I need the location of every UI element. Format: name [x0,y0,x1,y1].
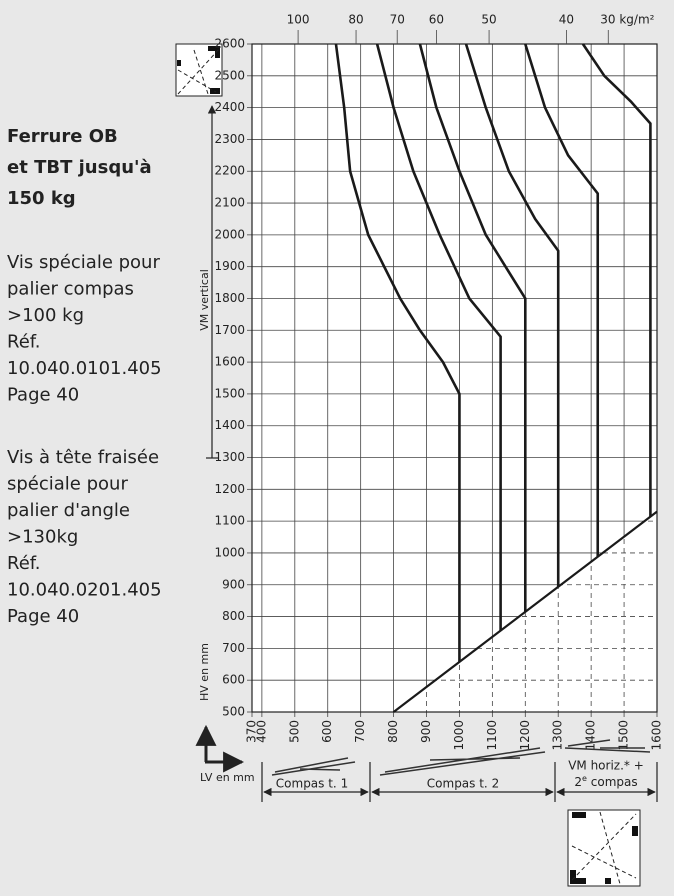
x-tick-label: 1100 [485,720,499,751]
x2-tick-label: 50 [481,13,496,27]
zone-prefix: 2 [574,775,582,789]
x2-tick-label: 30 kg/m² [600,13,654,27]
note-line: >100 kg [7,305,84,326]
note-line: Vis spéciale pour [7,252,160,273]
curve [392,510,658,713]
note-line: Page 40 [7,385,79,406]
x2-tick-label: 60 [429,13,444,27]
zone-label: 2e compas [574,774,637,789]
y-tick-label: 1800 [214,291,245,305]
y-tick-label: 1200 [214,482,245,496]
zone-brackets [261,762,658,802]
y-tick-label: 2600 [214,37,245,51]
side-text: Ferrure OB et TBT jusqu'à 150 kg Vis spécia… [7,126,162,627]
note-line: 10.040.0201.405 [7,580,162,601]
y-tick-label: 2000 [214,227,245,241]
note-line: Réf. [7,553,41,574]
x-tick-label: 800 [386,720,400,743]
y-tick-label: 1900 [214,259,245,273]
x2-tick-label: 40 [559,13,574,27]
zone-label: Compas t. 1 [276,777,348,791]
y-tick-label: 2500 [214,68,245,82]
x-axis-label: LV en mm [200,771,255,784]
x-tick-label: 1600 [650,720,664,751]
y-tick-label: 600 [222,673,245,687]
note-line: Page 40 [7,606,79,627]
y-tick-label: 1600 [214,355,245,369]
y-tick-label: 900 [222,577,245,591]
curve [418,43,527,612]
y-tick-label: 2200 [214,164,245,178]
x-tick-label: 370 [245,720,259,743]
y-tick-label: 2400 [214,100,245,114]
range-label: VM vertical [198,269,211,331]
curve [375,43,502,631]
note-line: spéciale pour [7,474,128,495]
note-line: Réf. [7,332,41,353]
x2-tick-label: 80 [348,13,363,27]
zone-label: VM horiz.* + [568,759,644,773]
y-tick-label: 800 [222,609,245,623]
y-tick-label: 2300 [214,132,245,146]
stay-drawing [271,739,651,776]
curve [334,43,461,663]
zone-rest: compas [591,775,638,789]
note-line: palier d'angle [7,500,130,521]
x-tick-label: 400 [254,720,268,743]
note-line: palier compas [7,279,134,300]
x-tick-label: 900 [419,720,433,743]
y-tick-label: 2100 [214,196,245,210]
y-tick-label: 1100 [214,514,245,528]
note-line: >130kg [7,527,78,548]
x-tick-label: 700 [353,720,367,743]
window-icon [567,809,641,887]
heading-line: 150 kg [7,188,76,209]
plot-frame [251,43,658,713]
x-tick-label: 1500 [617,720,631,751]
x-tick-label: 1300 [551,720,565,751]
zone-label: Compas t. 2 [427,777,499,791]
y-tick-label: 1000 [214,545,245,559]
x2-tick-label: 70 [390,13,405,27]
curve [524,43,600,557]
note-line: Vis à tête fraisée [7,447,159,468]
y-tick-label: 1400 [214,418,245,432]
x-tick-label: 500 [287,720,301,743]
plot-area [252,44,657,712]
curve [581,43,652,517]
y-tick-label: 500 [222,705,245,719]
y-tick-label: 1300 [214,450,245,464]
x-tick-label: 600 [320,720,334,743]
x-tick-label: 1400 [584,720,598,751]
x-tick-label: 1200 [518,720,532,751]
y-tick-label: 1700 [214,323,245,337]
curve [464,43,560,587]
x2-tick-label: 100 [287,13,310,27]
window-icon [175,43,223,97]
x-tick-label: 1000 [452,720,466,751]
note-line: 10.040.0101.405 [7,358,162,379]
y-tick-label: 700 [222,641,245,655]
zone-sup: e [582,774,587,783]
y-axis-label: HV en mm [198,643,211,701]
y-tick-label: 1500 [214,386,245,400]
heading-line: Ferrure OB [7,126,118,147]
heading-line: et TBT jusqu'à [7,157,152,178]
